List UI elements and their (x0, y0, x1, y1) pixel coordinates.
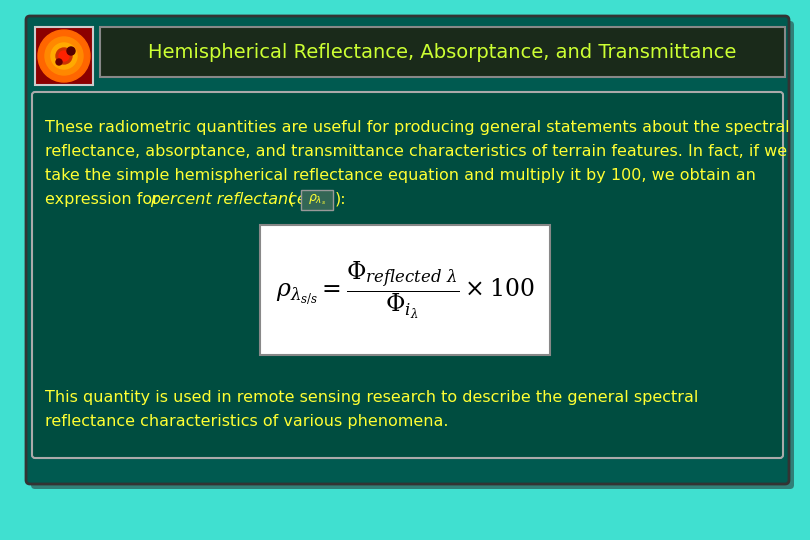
FancyBboxPatch shape (26, 16, 789, 484)
Bar (301, 190, 333, 210)
Text: $\rho_{\lambda_s}$: $\rho_{\lambda_s}$ (308, 193, 326, 207)
Text: This quantity is used in remote sensing research to describe the general spectra: This quantity is used in remote sensing … (45, 390, 698, 405)
Text: Hemispherical Reflectance, Absorptance, and Transmittance: Hemispherical Reflectance, Absorptance, … (148, 43, 736, 62)
Circle shape (45, 37, 83, 75)
Circle shape (67, 47, 75, 55)
Text: ):: ): (335, 192, 347, 207)
Bar (100, 27, 785, 77)
Circle shape (38, 30, 90, 82)
Bar (260, 225, 550, 355)
Text: reflectance, absorptance, and transmittance characteristics of terrain features.: reflectance, absorptance, and transmitta… (45, 144, 787, 159)
Circle shape (51, 43, 77, 69)
Text: $\rho_{\lambda_{s/s}} = \dfrac{\Phi_{reflected\ \lambda}}{\Phi_{i_{\lambda}}} \t: $\rho_{\lambda_{s/s}} = \dfrac{\Phi_{ref… (275, 259, 535, 321)
Circle shape (56, 59, 62, 65)
Text: These radiometric quantities are useful for producing general statements about t: These radiometric quantities are useful … (45, 120, 790, 135)
Text: (: ( (283, 192, 294, 207)
Circle shape (59, 51, 69, 61)
Text: take the simple hemispherical reflectance equation and multiply it by 100, we ob: take the simple hemispherical reflectanc… (45, 168, 756, 183)
FancyBboxPatch shape (31, 21, 794, 489)
FancyBboxPatch shape (32, 92, 783, 458)
Circle shape (56, 48, 72, 64)
Bar (35, 27, 93, 85)
Text: percent reflectance: percent reflectance (150, 192, 307, 207)
Text: expression for: expression for (45, 192, 164, 207)
Text: reflectance characteristics of various phenomena.: reflectance characteristics of various p… (45, 414, 449, 429)
